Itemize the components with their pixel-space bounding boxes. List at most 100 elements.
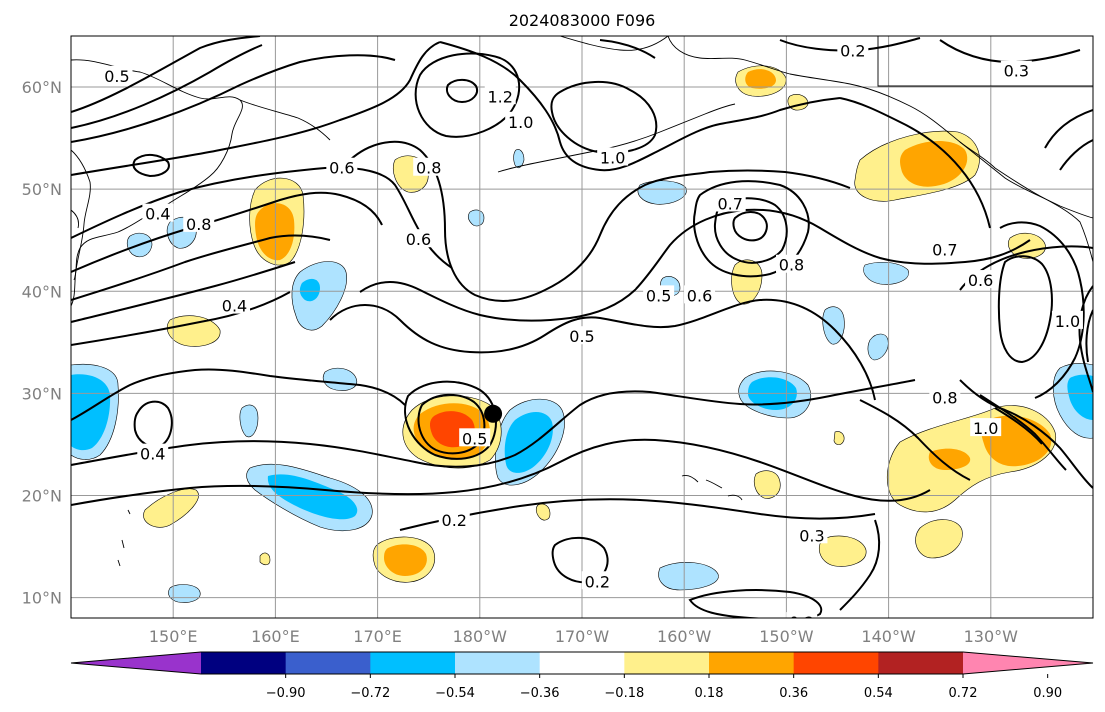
contour-label-bg [459, 428, 491, 447]
negative-anomaly-midlat-west-core [299, 278, 320, 302]
contour-line [599, 39, 656, 59]
positive-anomaly-small-5 [731, 259, 763, 305]
contour-label: 0.5 [462, 429, 487, 448]
contour-label: 0.7 [932, 240, 957, 259]
contour-label-bg [438, 510, 470, 528]
contour-label: 0.8 [186, 215, 211, 234]
contour-line [732, 211, 768, 242]
contour-label: 0.6 [968, 271, 993, 290]
contour-line [414, 52, 521, 138]
lat-tick-label: 50°N [22, 180, 62, 199]
contour-line [71, 41, 441, 176]
colorbar-swatch [285, 652, 371, 674]
positive-anomaly-small-13 [833, 431, 845, 445]
coastline-alaska [667, 36, 1093, 219]
contour-label-bg [965, 270, 997, 289]
colorbar: −0.90 −0.72 −0.54 −0.36 −0.18 0.18 0.36 0.54 0.7… [70, 651, 1094, 701]
contour-line [71, 44, 263, 129]
contour-line [359, 208, 1031, 322]
colorbar-swatch [709, 652, 795, 674]
contour-label-bg [796, 525, 828, 544]
contour-label: 0.6 [406, 230, 431, 249]
contour-line [71, 368, 406, 421]
negative-anomaly-small-6 [863, 261, 909, 285]
coastline-kamchatka [71, 59, 243, 281]
colorbar-swatch [878, 652, 964, 674]
negative-anomaly-small-8 [867, 333, 889, 361]
colorbar-tick-label: −0.18 [604, 686, 644, 701]
colorbar-tick-label: 0.72 [949, 686, 978, 701]
lon-tick-label: 170°W [555, 627, 610, 646]
colorbar-tick-label: −0.36 [520, 686, 560, 701]
contour-line [1085, 309, 1093, 363]
contour-label: 0.2 [442, 511, 467, 530]
negative-anomaly-small-4 [239, 404, 259, 438]
contour-label-bg [929, 387, 961, 406]
contour-line [550, 80, 658, 154]
contour-label: 0.5 [104, 67, 129, 86]
contour-label-bg [402, 229, 434, 248]
positive-anomaly-midlat-west-core [255, 203, 295, 261]
contour-label-bg [837, 40, 869, 59]
contour-label: 0.2 [789, 613, 814, 632]
contour-label: 0.7 [717, 194, 742, 213]
contour-label: 0.8 [779, 256, 804, 275]
lat-tick-label: 60°N [22, 78, 62, 97]
contour-label: 0.8 [932, 388, 957, 407]
coastline-hawaii [681, 475, 743, 501]
lat-tick-label: 20°N [22, 486, 62, 505]
contour-label-bg [566, 326, 598, 345]
contour-label-bg [970, 418, 1002, 437]
negative-anomaly-small-12 [513, 149, 525, 169]
lon-tick-label: 150°W [759, 627, 814, 646]
lat-tick-label: 30°N [22, 384, 62, 403]
contour-label: 0.5 [569, 327, 594, 346]
contour-label: 0.4 [222, 297, 247, 316]
contour-line [979, 394, 1067, 471]
map-title: 2024083000 F096 [509, 11, 656, 30]
contour-label-bg [484, 86, 516, 105]
map-area: 0.5 0.2 0.3 1.2 1.0 1.0 0.6 0.8 0.4 0.8 0.6 0.7 0.8 0… [71, 36, 1093, 632]
positive-anomaly-small-8 [818, 535, 867, 567]
colorbar-extend-low [71, 652, 201, 674]
lat-tick-label: 40°N [22, 282, 62, 301]
contour-line [71, 379, 916, 468]
contour-line [71, 191, 383, 273]
contour-line [839, 519, 881, 611]
contour-line [999, 221, 1085, 399]
contour-label: 0.2 [840, 41, 865, 60]
colorbar-tick-label: 0.90 [1033, 686, 1062, 701]
contour-line [839, 97, 991, 229]
colorbar-swatch [201, 652, 287, 674]
map-frame [70, 35, 1094, 619]
contour-labels: 0.5 0.2 0.3 1.2 1.0 1.0 0.6 0.8 0.4 0.8 0.6 0.7 0.8 0… [101, 40, 1083, 632]
negative-anomaly-small-3 [322, 367, 358, 391]
positive-anomaly-east-front-tail [915, 519, 963, 559]
coastline-japan-2 [71, 209, 79, 229]
positive-anomaly-small-4 [745, 69, 776, 89]
contour-line [688, 589, 823, 618]
contour-line [859, 399, 971, 481]
positive-anomaly-small-6 [143, 488, 199, 528]
contour-line [71, 291, 291, 346]
contour-label-bg [776, 254, 808, 273]
contour-label-bg [597, 147, 629, 166]
negative-anomaly-subtropical-band-core [267, 474, 358, 520]
contour-label-bg [142, 203, 174, 222]
negative-anomaly-south-east [658, 562, 719, 591]
contour-label-bg [929, 239, 961, 258]
contour-label-bg [326, 157, 358, 176]
contour-label: 0.8 [416, 159, 441, 178]
negative-anomaly-central-core [504, 411, 553, 473]
colorbar-swatch [539, 652, 625, 674]
longitude-tick-labels: 150°E 160°E 170°E 180°W 170°W 160°W 150°W 140°W… [149, 627, 1018, 646]
contour-label: 1.0 [508, 113, 533, 132]
contour-label: 0.3 [1004, 62, 1029, 81]
contour-line [994, 407, 1043, 445]
lon-tick-label: 180°W [453, 627, 508, 646]
positive-anomaly-south-west-core [384, 544, 427, 576]
contour-label-bg [219, 295, 251, 314]
contour-label: 0.3 [799, 526, 824, 545]
contour-line [1044, 109, 1093, 149]
